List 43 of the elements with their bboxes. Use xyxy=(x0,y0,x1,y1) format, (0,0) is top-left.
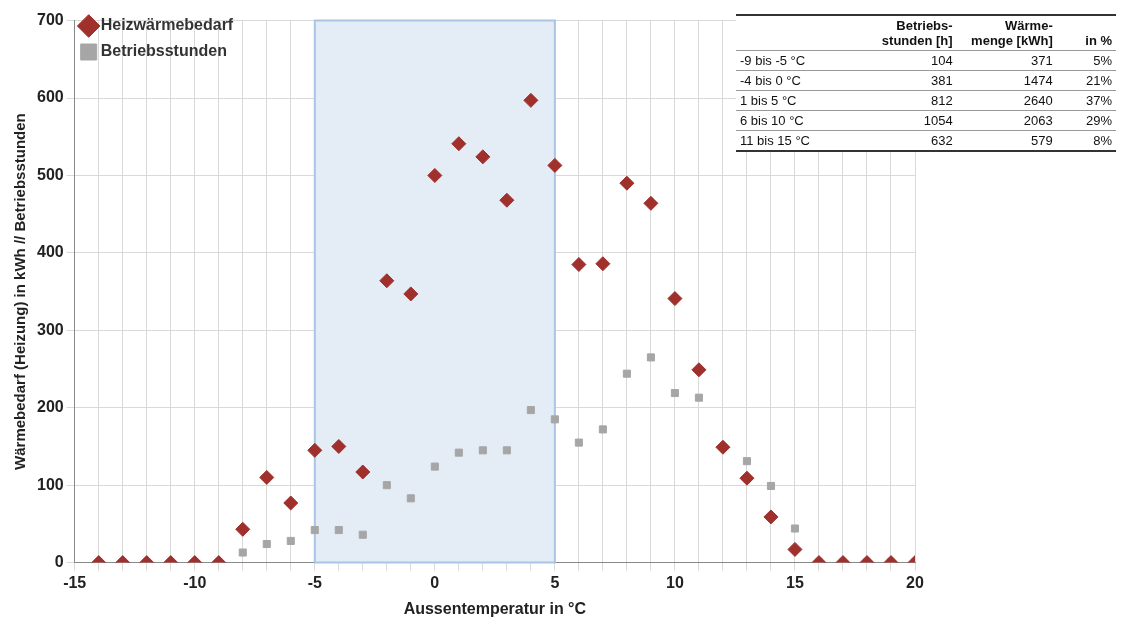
y-tick-label: 0 xyxy=(54,553,64,571)
text: 381 xyxy=(856,70,957,91)
text: 104 xyxy=(856,50,957,71)
text: 2063 xyxy=(956,110,1057,131)
text: 8% xyxy=(1056,130,1116,151)
legend-label: Betriebsstunden xyxy=(100,42,227,60)
text: 2640 xyxy=(956,90,1057,111)
text: 579 xyxy=(956,130,1057,151)
text: 812 xyxy=(856,90,957,111)
text: 5% xyxy=(1056,50,1116,71)
text: 632 xyxy=(856,130,957,151)
x-tick-label: 10 xyxy=(666,573,684,591)
x-axis-title: Aussentemperatur in °C xyxy=(403,599,587,617)
annotation: -4 bis 0 °C xyxy=(736,70,857,91)
x-tick-label: -15 xyxy=(63,573,87,591)
x-tick-label: -5 xyxy=(307,573,322,591)
text: 371 xyxy=(956,50,1057,71)
x-tick-label: 15 xyxy=(786,573,804,591)
y-tick-label: 100 xyxy=(36,475,64,493)
y-tick-label: 500 xyxy=(36,165,64,183)
annotation: Betriebs- stunden [h] xyxy=(880,17,954,50)
annotation: 1 bis 5 °C xyxy=(736,90,857,111)
text: 21% xyxy=(1056,70,1116,91)
text: 37% xyxy=(1056,90,1116,111)
x-tick-label: 0 xyxy=(430,573,440,591)
y-tick-label: 200 xyxy=(36,398,64,416)
annotation: -9 bis -5 °C xyxy=(736,50,857,71)
legend-label: Heizwärmebedarf xyxy=(100,16,234,34)
x-tick-label: 5 xyxy=(550,573,560,591)
text: 1054 xyxy=(856,110,957,131)
y-tick-label: 300 xyxy=(36,320,64,338)
text: Wärme- menge [kWh] xyxy=(970,17,1054,50)
y-tick-label: 600 xyxy=(36,88,64,106)
x-tick-label: -10 xyxy=(183,573,207,591)
y-axis-title: Wärmebedarf (Heizung) in kWh // Betriebsstunden xyxy=(11,113,29,470)
annotation: 11 bis 15 °C xyxy=(736,130,857,151)
text: 1474 xyxy=(956,70,1057,91)
y-tick-label: 700 xyxy=(36,11,64,29)
x-tick-label: 20 xyxy=(906,573,924,591)
text: in % xyxy=(1084,32,1113,50)
text: 29% xyxy=(1056,110,1116,131)
annotation: 6 bis 10 °C xyxy=(736,110,857,131)
y-tick-label: 400 xyxy=(36,243,64,261)
